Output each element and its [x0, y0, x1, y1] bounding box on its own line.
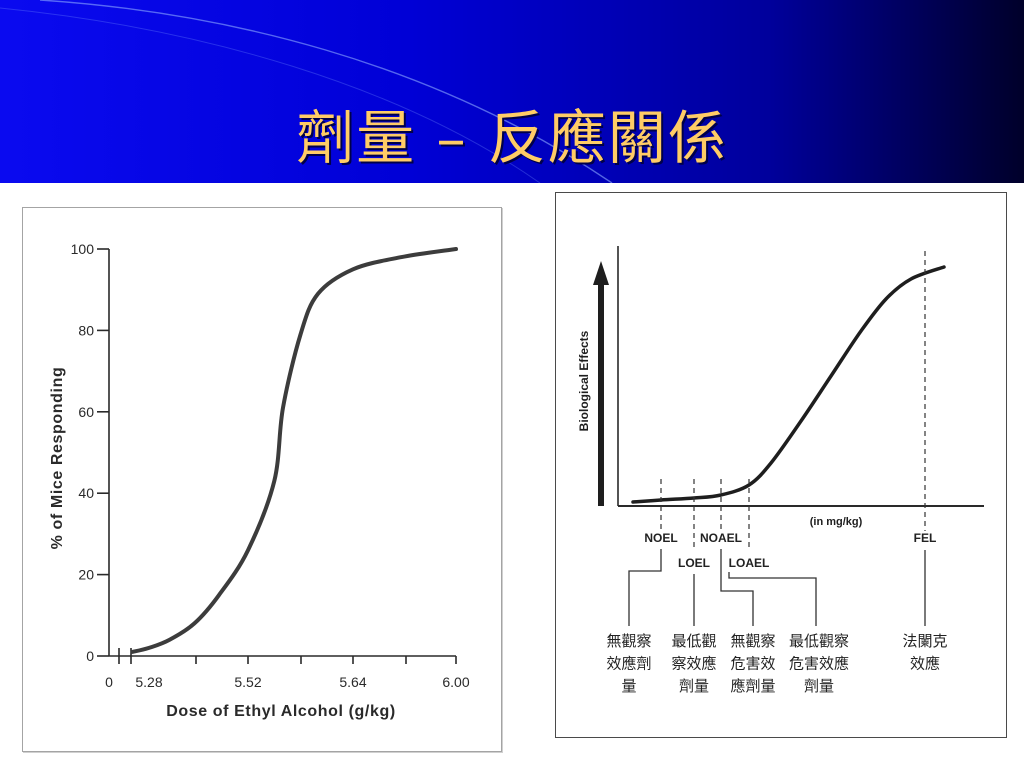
dose-response-curve [130, 247, 458, 654]
banner-decoration-curve [39, 0, 613, 183]
marker-fel-meaning-line: 法闌克 [902, 632, 947, 650]
marker-loel-label: LOEL [678, 556, 710, 570]
biological-effect-curve [631, 265, 946, 504]
x-tick-label: 5.28 [135, 674, 162, 690]
marker-noel-meaning-line: 效應劑 [606, 655, 651, 673]
marker-loael-label: LOAEL [729, 556, 770, 570]
x-tick-label: 0 [105, 674, 113, 690]
marker-loel-meaning-line: 察效應 [671, 655, 716, 673]
marker-noel-label: NOEL [644, 531, 677, 545]
marker-noael-meaning-line: 危害效 [730, 655, 775, 673]
marker-noel-connector [628, 549, 662, 626]
marker-loael-meaning-line: 最低觀察 [789, 632, 849, 650]
marker-noael-connector [720, 549, 754, 626]
figure-threshold-levels: Biological Effects (in mg/kg) NOEL 無觀察 效應劑… [555, 192, 1007, 738]
biological-effects-chart: Biological Effects (in mg/kg) NOEL無觀察效應劑… [577, 246, 984, 695]
marker-noel-meaning-line: 量 [621, 677, 636, 695]
marker-noael-meaning-line: 應劑量 [730, 677, 775, 695]
marker-fel-meaning-line: 效應 [910, 655, 940, 673]
x-axis-unit-label: (in mg/kg) [810, 516, 863, 528]
marker-loael-meaning-line: 危害效應 [789, 655, 849, 673]
y-axis-arrow-head [593, 261, 609, 285]
x-tick-label: 6.00 [442, 674, 469, 690]
marker-loael-connector [728, 572, 817, 626]
x-axis-title: Dose of Ethyl Alcohol (g/kg) [166, 703, 396, 720]
y-tick-label: 0 [86, 648, 94, 664]
banner-decoration-curve [0, 7, 541, 183]
chart-marks: 0 20 40 60 80 100 0 5.28 5.52 5.64 6.00 [71, 241, 470, 690]
marker-loael-meaning-line: 劑量 [804, 677, 834, 695]
x-tick-label: 5.64 [339, 674, 366, 690]
chart-marks: NOEL無觀察效應劑量LOEL最低觀察效應劑量NOAEL無觀察危害效應劑量LOA… [606, 251, 948, 695]
banner-decoration [0, 0, 613, 183]
slide-title: 劑量 – 反應關係 [296, 104, 728, 172]
x-tick-label: 5.52 [234, 674, 261, 690]
title-banner: 劑量 – 反應關係 [0, 0, 1024, 183]
marker-noael-label: NOAEL [700, 531, 742, 545]
figure-ethanol-dose-response: 0 20 40 60 80 100 0 5.28 5.52 5.64 6.00 % of Mice … [22, 207, 502, 752]
marker-noel-meaning-line: 無觀察 [606, 632, 651, 650]
y-axis-title: Biological Effects [577, 330, 591, 431]
dose-response-chart: 0 20 40 60 80 100 0 5.28 5.52 5.64 6.00 % of Mice … [49, 241, 470, 720]
marker-noael-meaning-line: 無觀察 [730, 632, 775, 650]
y-axis-title: % of Mice Responding [49, 367, 66, 550]
marker-loel-meaning-line: 劑量 [679, 677, 709, 695]
y-tick-label: 100 [71, 241, 95, 257]
marker-loel-meaning-line: 最低觀 [671, 632, 716, 650]
y-tick-label: 80 [78, 322, 94, 338]
marker-fel-label: FEL [914, 531, 937, 545]
y-tick-label: 40 [78, 485, 94, 501]
y-tick-label: 20 [78, 567, 94, 583]
y-tick-label: 60 [78, 404, 94, 420]
